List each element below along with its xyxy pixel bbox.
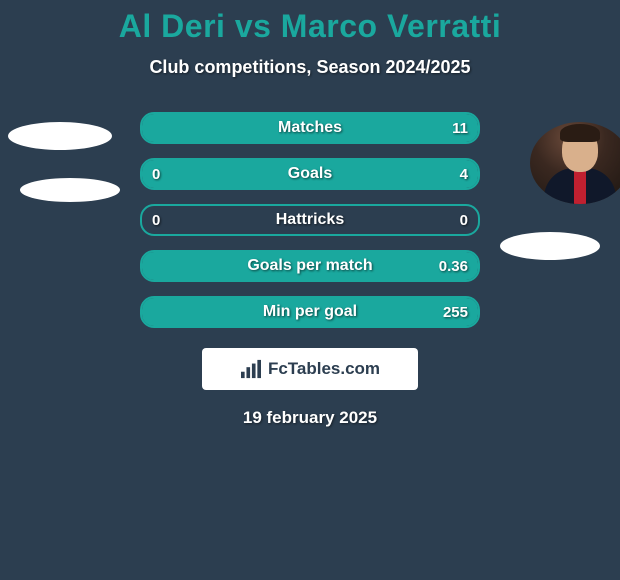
page-title: Al Deri vs Marco Verratti xyxy=(0,8,620,45)
stat-fill-right xyxy=(142,114,478,142)
stat-value-right: 0.36 xyxy=(439,252,468,280)
decor-ellipse xyxy=(20,178,120,202)
brand-badge[interactable]: FcTables.com xyxy=(202,348,418,390)
stat-value-left: 0 xyxy=(152,206,160,234)
stat-fill-right xyxy=(142,298,478,326)
stat-row: 11Matches xyxy=(140,112,480,144)
avatar-hair xyxy=(560,124,600,142)
stat-fill-right xyxy=(142,252,478,280)
stat-value-right: 0 xyxy=(460,206,468,234)
stat-row: 0.36Goals per match xyxy=(140,250,480,282)
player-avatar-right xyxy=(530,122,620,204)
stat-row: 04Goals xyxy=(140,158,480,190)
avatar-stripe xyxy=(574,170,586,204)
decor-ellipse xyxy=(8,122,112,150)
stat-row: 0 0Hattricks xyxy=(140,204,480,236)
stats-rows: 11Matches04Goals00Hattricks0.36Goals per… xyxy=(140,112,480,328)
subtitle: Club competitions, Season 2024/2025 xyxy=(0,57,620,78)
decor-ellipse xyxy=(500,232,600,260)
bars-icon xyxy=(240,359,262,379)
stat-value-right: 11 xyxy=(452,114,468,142)
stat-value-right: 255 xyxy=(443,298,468,326)
comparison-card: Al Deri vs Marco Verratti Club competiti… xyxy=(0,0,620,428)
stat-row: 255Min per goal xyxy=(140,296,480,328)
date-text: 19 february 2025 xyxy=(0,408,620,428)
stat-fill-right xyxy=(142,160,478,188)
stat-value-right: 4 xyxy=(460,160,468,188)
stat-label: Hattricks xyxy=(142,206,478,234)
brand-text: FcTables.com xyxy=(268,359,380,379)
stat-value-left: 0 xyxy=(152,160,160,188)
